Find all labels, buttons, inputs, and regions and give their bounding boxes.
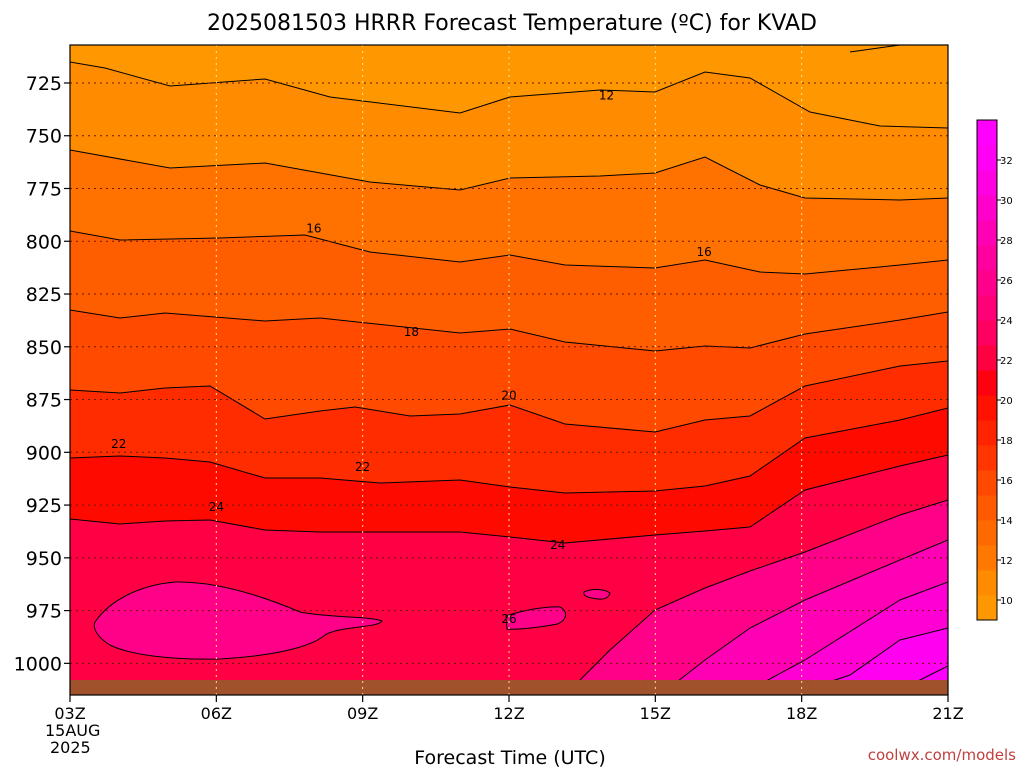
warm-pocket-small: [583, 589, 611, 600]
contour-label: 20: [501, 388, 516, 402]
colorbar-tick-label: 24: [1000, 316, 1013, 327]
warm-pockets: [93, 581, 611, 660]
colorbar-segment: [977, 420, 997, 446]
y-tick-label: 1000: [14, 653, 62, 675]
y-tick-label: 825: [26, 284, 62, 306]
y-tick-label: 900: [26, 442, 62, 464]
colorbar-segment: [977, 295, 997, 321]
contour-label: 24: [550, 538, 565, 552]
isotherm-contours: [70, 45, 948, 695]
x-axis-label: Forecast Time (UTC): [414, 747, 605, 768]
plot-grid: [70, 45, 948, 695]
colorbar-segment: [977, 120, 997, 146]
colorbar-tick-label: 28: [1000, 236, 1013, 247]
colorbar-segment: [977, 445, 997, 471]
isotherm-9: [739, 581, 948, 695]
colorbar-segment: [977, 570, 997, 596]
isotherm-6: [70, 454, 948, 544]
colorbar-frame: [976, 119, 998, 621]
colorbar-segment: [977, 470, 997, 496]
contour-label: 16: [306, 222, 321, 236]
contour-label: 26: [501, 612, 516, 626]
y-tick-label: 850: [26, 337, 62, 359]
warm-pocket-west: [93, 581, 383, 660]
isotherm-0: [70, 61, 948, 129]
contour-label: 22: [355, 460, 370, 474]
y-tick-label: 725: [26, 73, 62, 95]
y-tick-label: 750: [26, 126, 62, 148]
x-tick-label: 03Z: [54, 704, 85, 723]
x-tick-label: 12Z: [493, 704, 524, 723]
colorbar-tick-label: 16: [1000, 476, 1013, 487]
y-tick-label: 975: [26, 601, 62, 623]
isotherm-5: [70, 407, 948, 494]
colorbar-segment: [977, 545, 997, 571]
colorbar-segment: [977, 345, 997, 371]
warm-pocket-central: [505, 606, 567, 630]
x-axis: 03Z 06Z 09Z 12Z 15Z 18Z 21Z: [54, 695, 964, 723]
x-tick-label: 09Z: [347, 704, 378, 723]
isotherm-12: [849, 45, 901, 53]
colorbar: 10 12 14 16 18 20 22 24 26 28 30 32: [976, 119, 1013, 621]
colorbar-segment: [977, 195, 997, 221]
isotherm-4: [70, 360, 948, 433]
x-tick-label: 21Z: [932, 704, 963, 723]
fill-band-warm-3: [790, 628, 948, 695]
y-tick-label: 800: [26, 231, 62, 253]
colorbar-segment: [977, 495, 997, 521]
colorbar-segment: [977, 245, 997, 271]
isotherm-7: [564, 499, 948, 695]
contour-label: 24: [209, 500, 224, 514]
isotherm-1: [70, 149, 948, 201]
colorbar-tick-label: 32: [1000, 156, 1013, 167]
colorbar-tick-label: 20: [1000, 396, 1013, 407]
colorbar-tick-label: 18: [1000, 436, 1013, 447]
colorbar-segment: [977, 145, 997, 171]
y-axis: 725 750 775 800 825 850 875 900 925 950 975 1000: [14, 73, 70, 675]
colorbar-tick-label: 30: [1000, 196, 1013, 207]
credit-link[interactable]: coolwx.com/models: [868, 746, 1016, 764]
colorbar-segment: [977, 520, 997, 546]
y-tick-label: 950: [26, 548, 62, 570]
colorbar-segment: [977, 220, 997, 246]
y-tick-label: 925: [26, 495, 62, 517]
x-date-label-day: 15AUG: [45, 721, 100, 740]
x-tick-label: 06Z: [201, 704, 232, 723]
y-tick-label: 875: [26, 390, 62, 412]
colorbar-segment: [977, 320, 997, 346]
isotherm-3: [70, 309, 948, 352]
colorbar-segment: [977, 270, 997, 296]
isotherm-8: [659, 539, 948, 695]
colorbar-segment: [977, 170, 997, 196]
y-tick-label: 775: [26, 179, 62, 201]
colorbar-tick-label: 12: [1000, 556, 1013, 567]
x-date-label-year: 2025: [50, 738, 91, 757]
x-tick-label: 15Z: [640, 704, 671, 723]
colorbar-segment: [977, 395, 997, 421]
chart-title: 2025081503 HRRR Forecast Temperature (ºC…: [207, 11, 817, 36]
contour-label: 12: [599, 89, 614, 103]
colorbar-tick-label: 14: [1000, 516, 1013, 527]
colorbar-tick-label: 22: [1000, 356, 1013, 367]
contour-labels: 12 16 16 18 20 22 22 24 24 26: [111, 89, 712, 626]
colorbar-tick-label: 26: [1000, 276, 1013, 287]
contour-label: 18: [404, 325, 419, 339]
x-tick-label: 18Z: [786, 704, 817, 723]
contour-label: 22: [111, 437, 126, 451]
isotherm-2: [70, 230, 948, 275]
colorbar-segment: [977, 370, 997, 396]
colorbar-segment: [977, 595, 997, 621]
contour-label: 16: [696, 245, 711, 259]
colorbar-tick-label: 10: [1000, 596, 1013, 607]
